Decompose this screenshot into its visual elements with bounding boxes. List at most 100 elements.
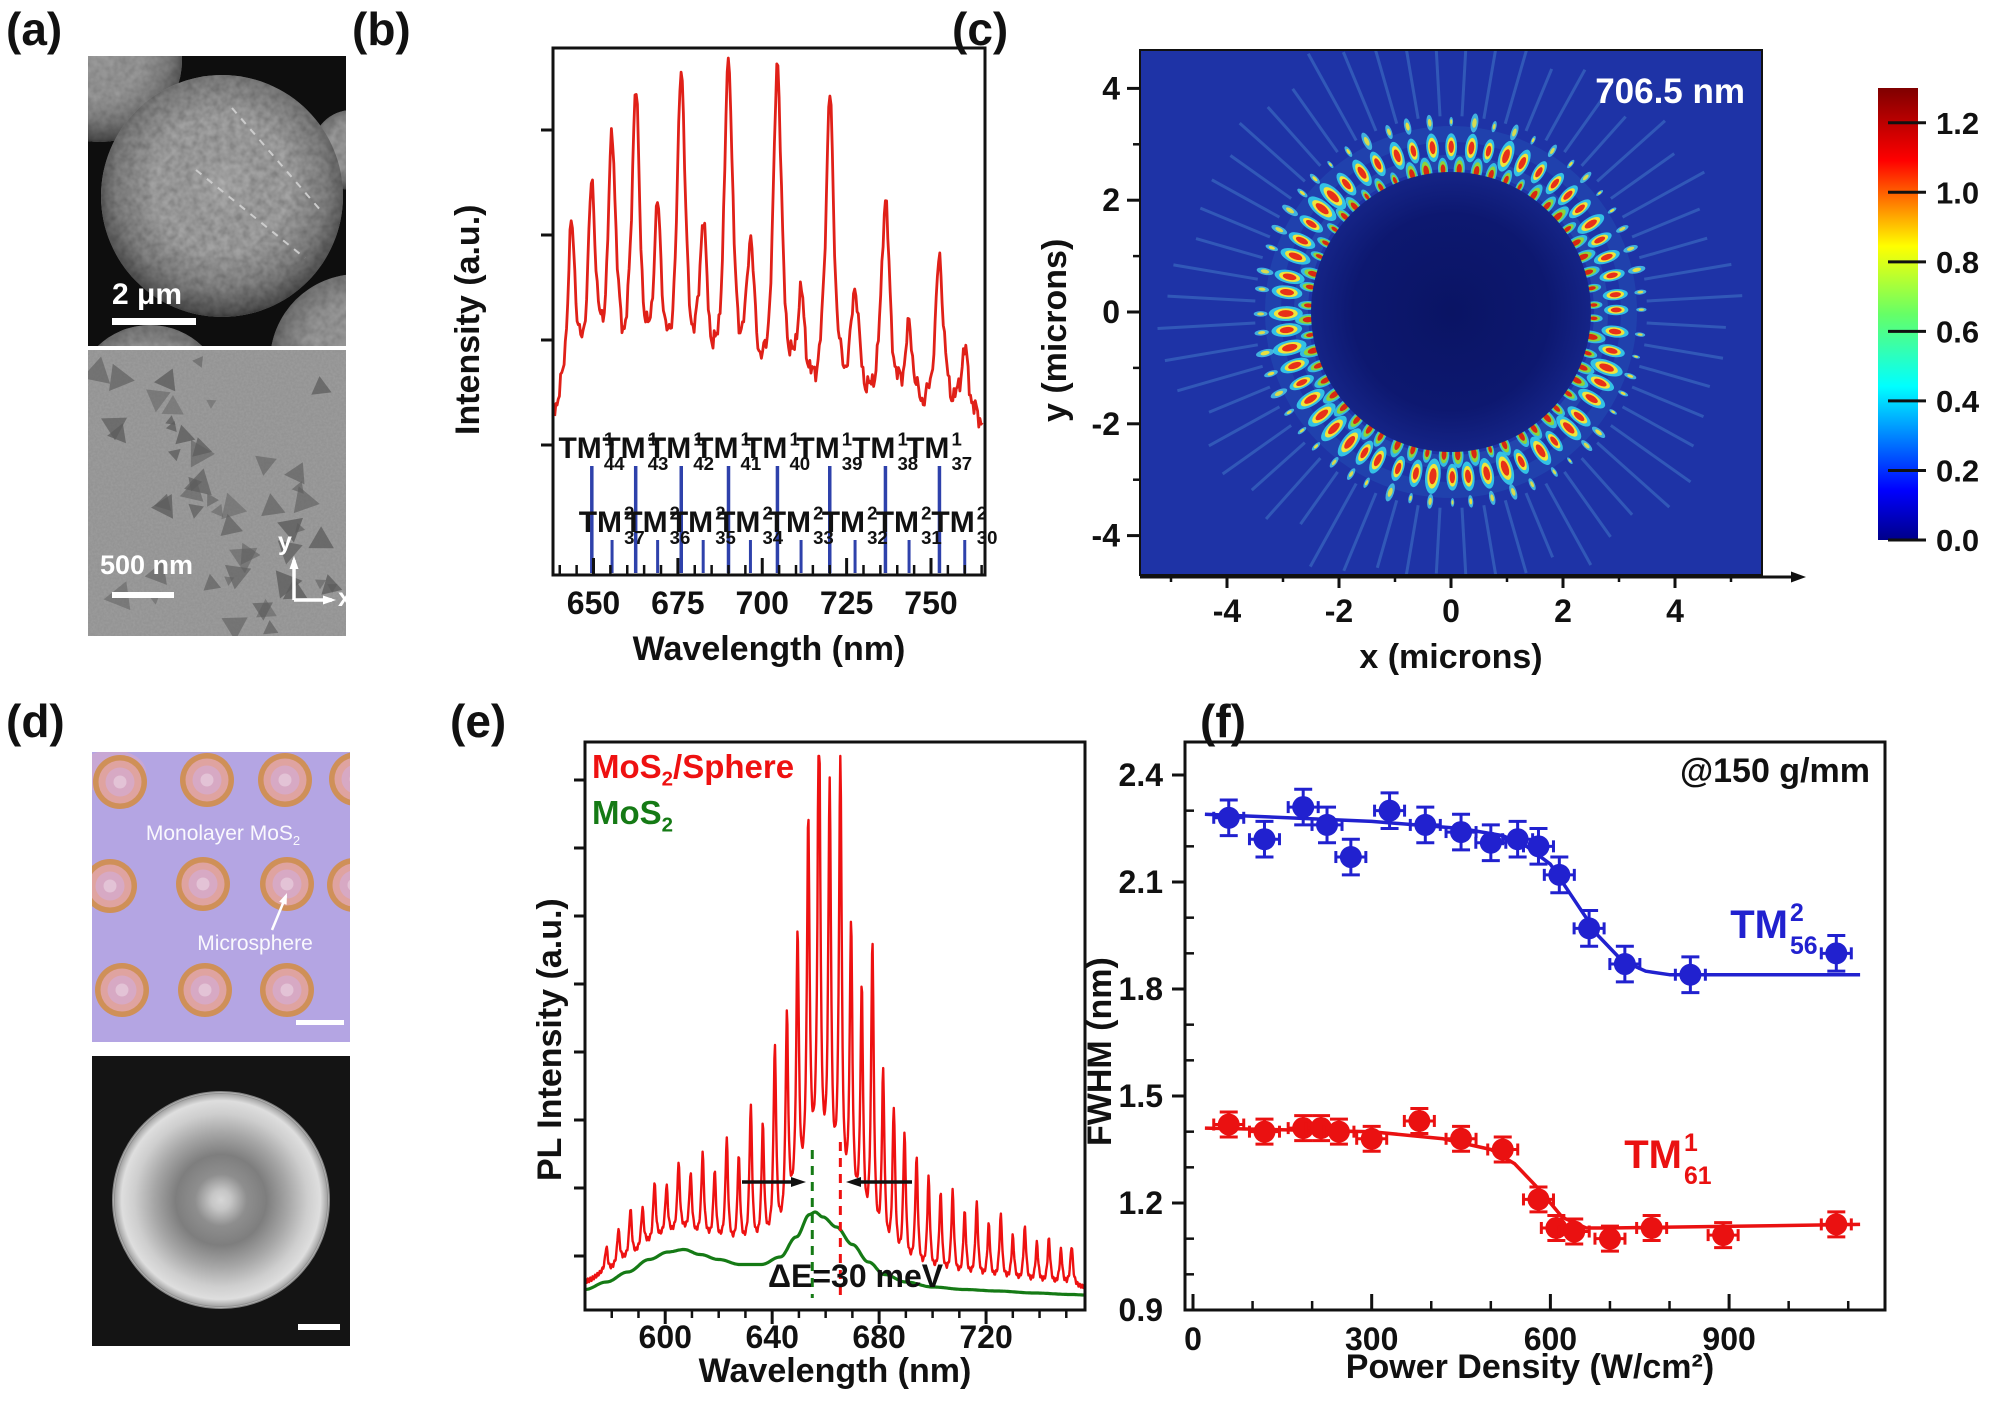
svg-text:2: 2 [624, 502, 634, 523]
svg-text:2: 2 [1790, 900, 1804, 927]
svg-text:TM: TM [1624, 1133, 1682, 1177]
svg-text:2: 2 [867, 502, 877, 523]
svg-text:TM: TM [906, 432, 949, 465]
svg-text:0.2: 0.2 [1936, 453, 1979, 488]
panel-e-delta-annotation: ΔE=30 meV [768, 1258, 944, 1294]
svg-text:725: 725 [820, 585, 873, 621]
svg-text:750: 750 [904, 585, 957, 621]
svg-text:700: 700 [736, 585, 789, 621]
svg-text:43: 43 [648, 453, 669, 474]
svg-text:TM: TM [602, 432, 645, 465]
svg-text:-2: -2 [1325, 593, 1353, 629]
svg-text:30: 30 [977, 527, 998, 548]
svg-text:TM: TM [558, 432, 601, 465]
svg-text:0: 0 [1184, 1321, 1202, 1357]
svg-text:TM: TM [796, 432, 839, 465]
svg-text:640: 640 [745, 1319, 798, 1355]
panel-d-label: (d) [6, 695, 65, 747]
svg-text:32: 32 [867, 527, 888, 548]
svg-text:1: 1 [789, 428, 799, 449]
svg-text:2: 2 [1102, 182, 1120, 218]
svg-text:42: 42 [693, 453, 714, 474]
svg-text:TM: TM [852, 432, 895, 465]
panel-a-label: (a) [6, 3, 63, 55]
svg-text:-4: -4 [1213, 593, 1242, 629]
svg-text:35: 35 [715, 527, 736, 548]
panel-f-label: (f) [1200, 695, 1246, 747]
svg-text:0.6: 0.6 [1936, 314, 1979, 349]
panel-e-ylabel: PL Intensity (a.u.) [531, 898, 569, 1181]
svg-text:TM: TM [648, 432, 691, 465]
panel-e-legend-mos2: MoS2 [592, 794, 674, 837]
svg-text:TM: TM [1730, 903, 1788, 947]
svg-text:0.8: 0.8 [1936, 245, 1979, 280]
svg-text:TM: TM [717, 506, 760, 539]
svg-text:TM: TM [579, 506, 622, 539]
svg-text:38: 38 [897, 453, 918, 474]
svg-text:31: 31 [921, 527, 942, 548]
svg-text:39: 39 [842, 453, 863, 474]
panel-c-axes: 4 2 0 -2 -4 -4 -2 0 2 4 [1092, 49, 1806, 629]
panel-f-xlabel: Power Density (W/cm²) [1345, 1348, 1715, 1386]
svg-text:40: 40 [789, 453, 810, 474]
panel-e-pl-chart: 600 640 680 720 [574, 740, 1087, 1355]
svg-text:300: 300 [1345, 1321, 1398, 1357]
svg-text:TM: TM [624, 506, 667, 539]
svg-text:675: 675 [651, 585, 704, 621]
svg-text:650: 650 [567, 585, 620, 621]
panel-b-label: (b) [352, 3, 411, 55]
svg-text:680: 680 [852, 1319, 905, 1355]
svg-text:0: 0 [1442, 593, 1460, 629]
svg-text:1.2: 1.2 [1936, 106, 1979, 141]
svg-text:TM: TM [744, 432, 787, 465]
panel-e-legend-mos2-sphere: MoS2/Sphere [592, 748, 795, 791]
svg-text:1: 1 [693, 428, 703, 449]
svg-text:2: 2 [977, 502, 987, 523]
svg-text:TM: TM [822, 506, 865, 539]
svg-text:1: 1 [604, 428, 614, 449]
svg-text:0.4: 0.4 [1936, 384, 1980, 419]
panel-a2-axis-y-label: y [278, 528, 292, 556]
panel-d-optical-image [92, 752, 350, 1042]
svg-text:61: 61 [1684, 1163, 1712, 1190]
panel-d-sem-microsphere [92, 1056, 350, 1346]
svg-text:TM: TM [876, 506, 919, 539]
panel-f-grating-annotation: @150 g/mm [1679, 752, 1870, 790]
svg-text:1: 1 [842, 428, 852, 449]
svg-text:TM: TM [670, 506, 713, 539]
panel-a-sem-bottom [88, 350, 346, 636]
svg-text:TM: TM [931, 506, 974, 539]
svg-text:4: 4 [1102, 70, 1120, 106]
svg-text:0.9: 0.9 [1119, 1292, 1163, 1328]
panel-c-mode-field-map [1140, 50, 1762, 575]
panel-c-colorbar: 1.2 1.0 0.8 0.6 0.4 0.2 0.0 [1878, 88, 1980, 558]
svg-text:1: 1 [1684, 1130, 1698, 1157]
panel-a-sem-top [88, 56, 346, 346]
svg-text:TM: TM [768, 506, 811, 539]
svg-text:1.0: 1.0 [1936, 175, 1979, 210]
svg-text:2: 2 [1554, 593, 1572, 629]
panel-d-microsphere-label: Microsphere [197, 932, 313, 955]
panel-a2-axis-x-label: x [338, 584, 352, 612]
panel-a2-scalebar-label: 500 nm [100, 550, 194, 580]
panel-e-xlabel: Wavelength (nm) [698, 1352, 972, 1390]
svg-text:37: 37 [624, 527, 645, 548]
panel-e-label: (e) [450, 695, 507, 747]
panel-f-ylabel: FWHM (nm) [1081, 957, 1119, 1146]
svg-text:600: 600 [1524, 1321, 1577, 1357]
svg-text:56: 56 [1790, 933, 1818, 960]
svg-text:37: 37 [951, 453, 972, 474]
svg-text:36: 36 [670, 527, 691, 548]
svg-text:41: 41 [741, 453, 762, 474]
svg-text:1.2: 1.2 [1119, 1185, 1163, 1221]
svg-text:1: 1 [951, 428, 961, 449]
svg-text:33: 33 [813, 527, 834, 548]
svg-text:2: 2 [762, 502, 772, 523]
panel-a-scalebar-label: 2 μm [112, 278, 183, 311]
svg-text:1: 1 [897, 428, 907, 449]
svg-text:1.5: 1.5 [1119, 1078, 1163, 1114]
svg-text:2: 2 [715, 502, 725, 523]
svg-text:600: 600 [639, 1319, 692, 1355]
